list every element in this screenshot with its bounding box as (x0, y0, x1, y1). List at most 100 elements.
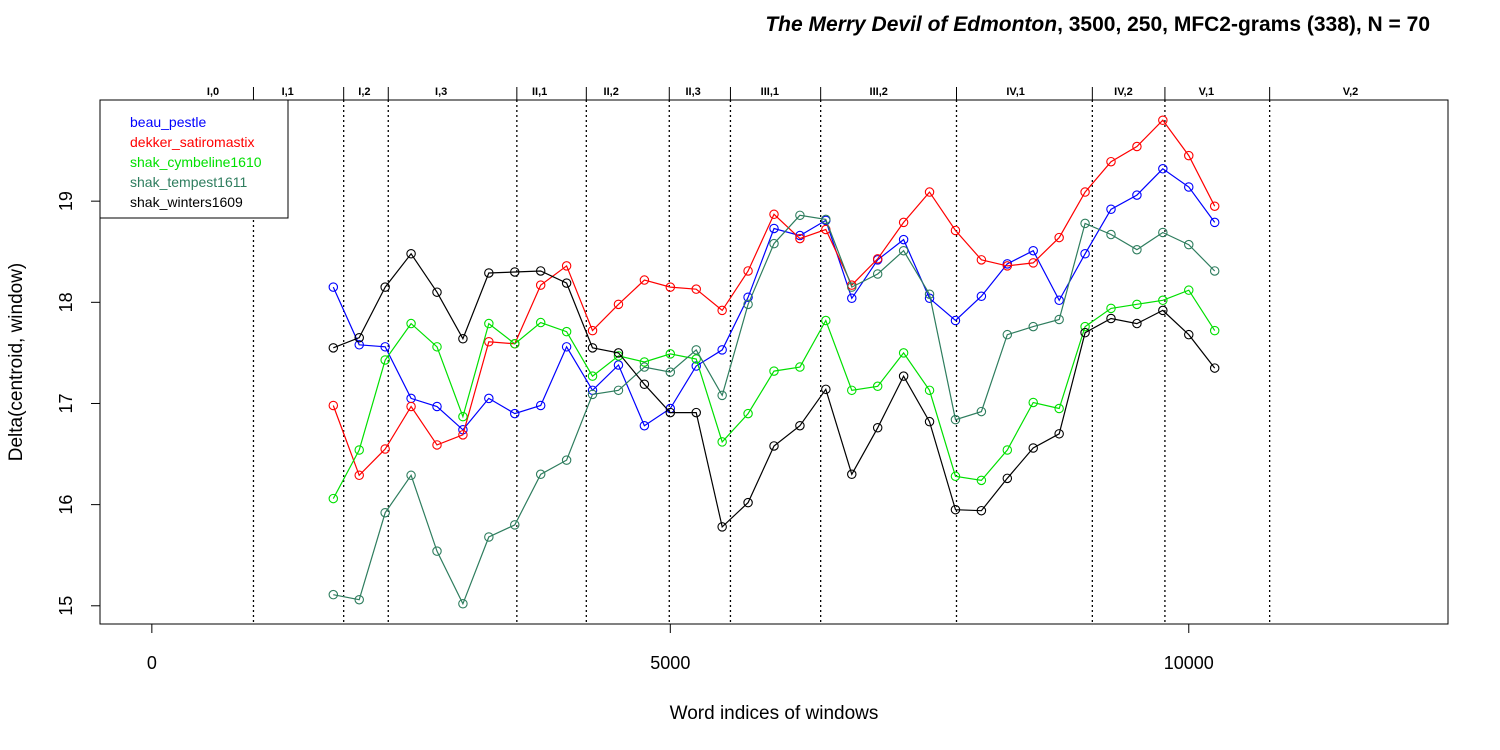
data-point (639, 275, 650, 285)
data-point (898, 245, 909, 256)
y-tick-label: 19 (56, 191, 76, 211)
data-point (561, 278, 572, 288)
legend-entry: beau_pestle (130, 114, 207, 130)
data-point (924, 289, 935, 299)
data-point (976, 406, 987, 417)
y-tick-label: 18 (56, 292, 76, 312)
series-beau_pestle (328, 164, 1220, 435)
data-point (458, 430, 468, 440)
y-axis-label: Delta(centroid, window) (6, 263, 27, 462)
legend-entry: shak_cymbeline1610 (130, 154, 262, 170)
series-line (333, 214, 1216, 606)
data-point (406, 470, 416, 481)
data-point (795, 233, 805, 244)
data-point (1209, 325, 1220, 336)
data-point (328, 493, 339, 504)
x-axis: 0 5000 10000 (147, 623, 1214, 673)
data-point (535, 280, 546, 290)
data-point (535, 266, 546, 276)
data-point (769, 366, 779, 376)
data-point (354, 332, 364, 343)
chart-title-italic: The Merry Devil of Edmonton (765, 13, 1057, 36)
data-point (976, 475, 987, 486)
data-point (976, 291, 987, 301)
data-point (924, 187, 935, 197)
data-point (1002, 261, 1013, 271)
data-point (1106, 156, 1116, 167)
data-point (1054, 232, 1064, 243)
data-point (1184, 150, 1194, 161)
plot-area (99, 99, 1449, 625)
data-point (1184, 285, 1194, 295)
scene-label: II,2 (604, 86, 619, 98)
data-point (406, 318, 416, 329)
x-axis-label: Word indices of windows (670, 703, 879, 724)
data-point (432, 440, 442, 450)
scene-label: II,1 (532, 86, 547, 98)
data-point (717, 305, 727, 316)
series-shak_winters1609 (328, 249, 1220, 532)
data-point (950, 225, 961, 236)
chart-title-rest: , 3500, 250, MFC2-grams (338), N = 70 (1057, 13, 1430, 36)
data-point (717, 390, 727, 401)
data-point (924, 416, 935, 427)
data-point (976, 505, 987, 516)
data-point (1028, 321, 1038, 332)
data-point (1184, 329, 1194, 340)
data-point (380, 355, 390, 365)
series-line (332, 168, 1216, 431)
data-point (1132, 190, 1142, 200)
scene-label: V,2 (1343, 86, 1359, 98)
data-point (1002, 473, 1013, 484)
data-point (639, 379, 650, 390)
series-layer (328, 115, 1220, 609)
data-point (380, 507, 390, 518)
data-point (1209, 217, 1220, 228)
y-axis: 15 16 17 18 19 (56, 191, 101, 616)
data-point (613, 385, 624, 396)
data-point (924, 385, 935, 396)
data-point (1158, 227, 1168, 238)
data-point (328, 400, 339, 411)
data-point (561, 326, 572, 337)
data-point (1028, 258, 1038, 268)
data-point (976, 255, 987, 265)
data-point (665, 367, 676, 377)
scene-label: IV,2 (1114, 86, 1133, 98)
data-point (872, 254, 883, 264)
scene-label: IV,1 (1006, 86, 1025, 98)
scene-label: I,3 (435, 86, 447, 98)
data-point (510, 339, 520, 349)
scene-label: I,2 (358, 86, 370, 98)
data-point (1106, 313, 1116, 324)
data-point (1028, 443, 1038, 453)
data-point (743, 408, 753, 419)
data-point (328, 282, 339, 292)
data-point (898, 234, 909, 245)
y-tick-label: 17 (56, 393, 76, 413)
data-point (613, 299, 624, 310)
data-point (1054, 429, 1064, 439)
data-point (950, 504, 961, 515)
data-point (587, 389, 598, 400)
data-point (872, 423, 883, 433)
data-point (354, 445, 364, 455)
data-point (795, 420, 805, 431)
data-point (1106, 204, 1116, 215)
scene-label: I,0 (207, 86, 219, 98)
act-scene-boundaries (252, 87, 1271, 624)
data-point (406, 249, 416, 259)
series-line (333, 252, 1216, 529)
data-point (328, 589, 339, 600)
data-point (1028, 245, 1038, 256)
data-point (847, 293, 857, 304)
data-point (1209, 201, 1220, 211)
data-point (898, 371, 909, 381)
data-point (406, 401, 416, 412)
data-point (1054, 314, 1064, 325)
series-dekker_satiromastix (328, 115, 1220, 481)
data-point (691, 345, 701, 355)
data-point (691, 361, 701, 371)
data-point (821, 384, 831, 395)
